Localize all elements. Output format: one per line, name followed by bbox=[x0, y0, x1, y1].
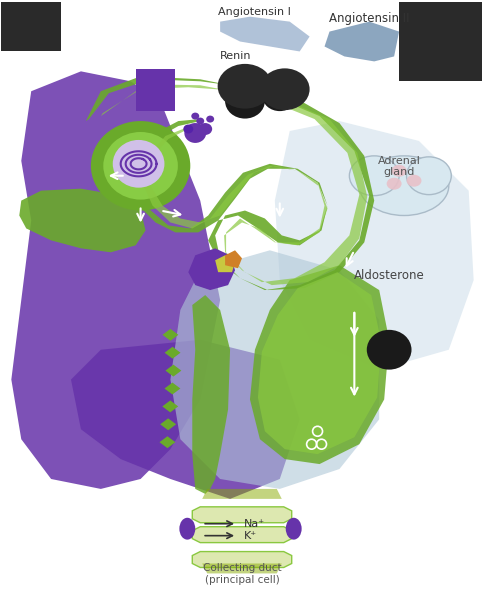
Polygon shape bbox=[19, 189, 145, 253]
Ellipse shape bbox=[206, 115, 214, 123]
Polygon shape bbox=[166, 365, 181, 376]
Polygon shape bbox=[215, 256, 235, 272]
Polygon shape bbox=[220, 16, 310, 52]
Ellipse shape bbox=[196, 118, 204, 124]
Polygon shape bbox=[136, 69, 175, 111]
Polygon shape bbox=[170, 250, 379, 489]
Polygon shape bbox=[202, 563, 282, 574]
Ellipse shape bbox=[184, 124, 193, 134]
Text: Angiotensin I: Angiotensin I bbox=[218, 7, 291, 17]
Ellipse shape bbox=[392, 165, 407, 177]
Polygon shape bbox=[192, 552, 292, 568]
Ellipse shape bbox=[185, 123, 206, 143]
Polygon shape bbox=[192, 507, 292, 523]
Text: Aldosterone: Aldosterone bbox=[354, 269, 425, 282]
Text: Collecting duct
(principal cell): Collecting duct (principal cell) bbox=[203, 563, 281, 585]
Polygon shape bbox=[258, 272, 381, 454]
Polygon shape bbox=[165, 347, 181, 359]
Polygon shape bbox=[202, 489, 282, 499]
Ellipse shape bbox=[349, 156, 399, 195]
Polygon shape bbox=[250, 265, 389, 464]
Ellipse shape bbox=[286, 518, 302, 540]
Ellipse shape bbox=[262, 81, 297, 111]
Polygon shape bbox=[192, 527, 292, 543]
Polygon shape bbox=[165, 382, 180, 395]
Polygon shape bbox=[225, 250, 242, 268]
Polygon shape bbox=[71, 340, 299, 499]
Polygon shape bbox=[188, 248, 235, 290]
Ellipse shape bbox=[191, 113, 199, 120]
Ellipse shape bbox=[367, 330, 412, 370]
Ellipse shape bbox=[407, 157, 451, 195]
Ellipse shape bbox=[91, 121, 190, 211]
Ellipse shape bbox=[113, 140, 164, 188]
Text: Renin: Renin bbox=[220, 52, 252, 61]
Ellipse shape bbox=[260, 69, 310, 110]
Polygon shape bbox=[160, 418, 176, 430]
Polygon shape bbox=[325, 22, 399, 61]
Polygon shape bbox=[275, 121, 474, 370]
Polygon shape bbox=[162, 401, 178, 412]
Ellipse shape bbox=[359, 156, 449, 215]
Ellipse shape bbox=[218, 64, 272, 109]
Ellipse shape bbox=[387, 178, 401, 189]
Text: Adrenal
gland: Adrenal gland bbox=[378, 156, 421, 177]
Ellipse shape bbox=[103, 132, 178, 200]
Text: Na⁺: Na⁺ bbox=[244, 519, 265, 529]
Ellipse shape bbox=[198, 123, 212, 135]
Polygon shape bbox=[101, 84, 367, 285]
Polygon shape bbox=[86, 76, 374, 290]
Text: K⁺: K⁺ bbox=[244, 531, 257, 541]
Ellipse shape bbox=[225, 84, 265, 118]
Polygon shape bbox=[192, 295, 230, 494]
Polygon shape bbox=[399, 2, 482, 81]
Polygon shape bbox=[11, 72, 220, 489]
Ellipse shape bbox=[407, 175, 422, 187]
Polygon shape bbox=[159, 436, 175, 448]
Ellipse shape bbox=[179, 518, 195, 540]
Text: Angiotensin II: Angiotensin II bbox=[329, 12, 410, 25]
Polygon shape bbox=[162, 329, 178, 341]
Polygon shape bbox=[1, 2, 61, 52]
